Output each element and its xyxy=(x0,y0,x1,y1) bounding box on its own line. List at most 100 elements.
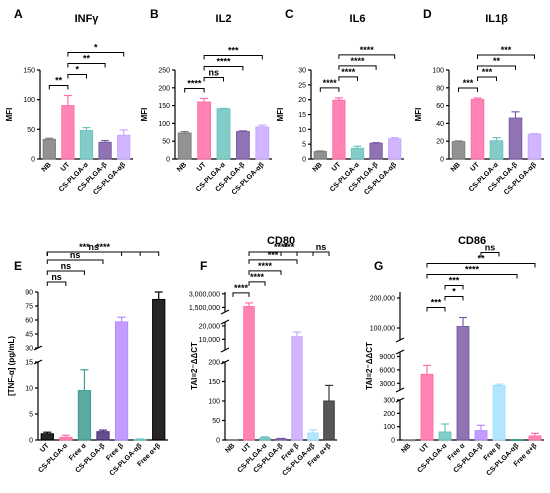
significance-bracket xyxy=(248,259,298,264)
y-tick-label: 150 xyxy=(158,103,170,110)
y-tick-label: 100 xyxy=(23,97,35,104)
x-tick-label: UT xyxy=(419,442,431,454)
bar-E-5 xyxy=(133,438,147,441)
bar-A-3 xyxy=(98,141,112,160)
y-tick-label: 3,000,000 xyxy=(189,291,220,298)
y-axis-label: MFI xyxy=(5,108,14,122)
x-tick-label: UT xyxy=(60,161,72,173)
significance-label: ** xyxy=(493,56,501,66)
significance-label: **** xyxy=(187,78,202,88)
y-tick-label: 0 xyxy=(440,157,444,164)
y-tick-label: 10 xyxy=(25,386,33,393)
bar-G-5 xyxy=(492,385,506,441)
x-tick-label: UT xyxy=(469,161,481,173)
y-tick-label: 300 xyxy=(383,398,395,405)
significance-bracket xyxy=(477,54,535,60)
x-tick-label: NB xyxy=(224,442,236,454)
chart-title-B: IL2 xyxy=(216,13,232,25)
y-tick-label: 0 xyxy=(29,438,33,445)
significance-label: ** xyxy=(477,254,485,264)
bar-A-2 xyxy=(79,130,94,160)
significance-label: ns xyxy=(70,250,81,260)
significance-label: **** xyxy=(341,67,356,77)
y-tick-label: 10 xyxy=(298,127,306,134)
bar-F-5 xyxy=(307,432,319,441)
bar-A-0 xyxy=(42,138,56,160)
panel-letter-A: A xyxy=(14,7,23,21)
significance-bracket xyxy=(426,263,536,268)
bar-E-0 xyxy=(40,433,54,441)
axis-break-mark xyxy=(395,349,405,355)
bar-D-1 xyxy=(470,98,485,160)
panel-letter-G: G xyxy=(374,259,383,273)
bar-E-2 xyxy=(77,390,92,441)
y-tick-label: 200 xyxy=(158,85,170,92)
bar-F-0 xyxy=(227,439,239,441)
y-tick-label: 75 xyxy=(25,304,33,311)
significance-label: ns xyxy=(88,242,99,252)
significance-bracket xyxy=(444,285,464,290)
bar-F-6 xyxy=(323,400,335,441)
significance-label: **** xyxy=(360,45,375,55)
y-axis-label: MFI xyxy=(414,108,423,122)
y-tick-label: 30 xyxy=(25,346,33,353)
axis-break-mark xyxy=(220,319,230,325)
y-tick-label: 25 xyxy=(298,82,306,89)
panel-letter-E: E xyxy=(14,259,22,273)
significance-label: * xyxy=(94,43,98,53)
significance-bracket xyxy=(477,76,497,82)
y-tick-label: 100,000 xyxy=(370,326,395,333)
significance-bracket xyxy=(426,274,518,279)
y-tick-label: 200 xyxy=(208,360,220,367)
significance-label: ** xyxy=(55,76,63,86)
significance-label: ** xyxy=(83,54,91,64)
significance-bracket xyxy=(338,76,358,81)
y-tick-label: 20 xyxy=(298,97,306,104)
y-tick-label: 200 xyxy=(383,411,395,418)
y-tick-label: 50 xyxy=(162,139,170,146)
y-tick-label: 200,000 xyxy=(370,296,395,303)
x-tick-label: NB xyxy=(450,161,462,173)
significance-bracket xyxy=(48,85,69,90)
y-tick-label: 100 xyxy=(158,121,170,128)
y-tick-label: 20 xyxy=(436,139,444,146)
y-axis-label: MFI xyxy=(276,108,285,122)
bar-F-1 xyxy=(243,306,255,441)
significance-bracket xyxy=(480,252,500,257)
y-tick-label: 60 xyxy=(25,318,33,325)
significance-bracket xyxy=(46,281,67,286)
significance-bracket xyxy=(338,65,377,70)
y-axis-label: MFI xyxy=(140,108,149,122)
bar-D-0 xyxy=(451,141,466,160)
bar-B-1 xyxy=(197,101,212,160)
y-axis-label: [TNF-α] (pg/mL) xyxy=(7,336,16,396)
significance-bracket xyxy=(319,87,340,92)
bar-C-2 xyxy=(350,147,365,160)
significance-bracket xyxy=(477,65,516,71)
significance-label: ns xyxy=(51,272,62,282)
significance-label: ns xyxy=(61,261,72,271)
significance-label: * xyxy=(452,287,456,297)
significance-bracket xyxy=(46,251,160,256)
bar-F-2 xyxy=(259,437,271,441)
bar-D-2 xyxy=(489,140,504,160)
y-tick-label: 100 xyxy=(432,68,444,75)
y-tick-label: 250 xyxy=(158,68,170,75)
y-tick-label: 100 xyxy=(383,424,395,431)
significance-bracket xyxy=(232,292,250,297)
significance-label: *** xyxy=(463,78,474,88)
y-tick-label: 1,500,000 xyxy=(189,305,220,312)
chart-title-D: IL1β xyxy=(485,13,508,25)
bar-E-6 xyxy=(152,298,166,441)
x-tick-label: UT xyxy=(196,161,208,173)
significance-label: **** xyxy=(274,242,289,252)
bar-B-2 xyxy=(216,108,231,160)
bar-E-4 xyxy=(114,321,129,441)
x-tick-label: UT xyxy=(331,161,343,173)
significance-label: * xyxy=(75,65,79,75)
significance-bracket xyxy=(280,251,298,256)
y-tick-label: 5 xyxy=(29,412,33,419)
axis-break-mark xyxy=(220,359,230,365)
significance-bracket xyxy=(338,54,396,59)
chart-title-C: IL6 xyxy=(350,13,366,25)
